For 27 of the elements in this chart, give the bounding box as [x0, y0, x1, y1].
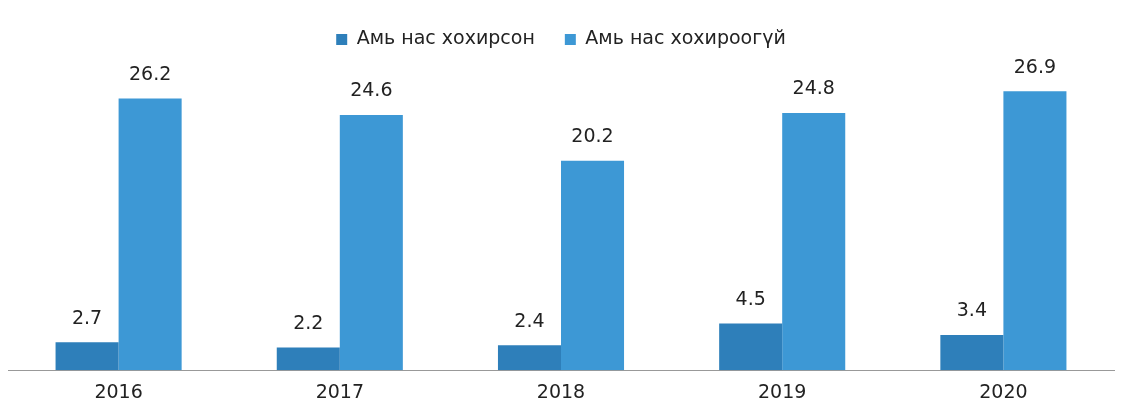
data-label: 4.5 [735, 286, 766, 309]
x-tick-label: 2020 [979, 379, 1028, 402]
x-tick-label: 2019 [758, 379, 807, 402]
x-tick-label: 2016 [94, 379, 143, 402]
bar [339, 115, 403, 371]
data-label: 26.9 [1013, 54, 1057, 77]
bar [118, 98, 182, 371]
bar [940, 334, 1004, 371]
bar [55, 342, 119, 371]
bar [497, 345, 561, 371]
legend-label: Амь нас хохирсон [356, 26, 535, 49]
bar [782, 112, 846, 371]
bar [561, 160, 625, 371]
bar [276, 347, 340, 371]
x-tick-label: 2017 [315, 379, 364, 402]
x-tick-label: 2018 [536, 379, 586, 402]
legend-label: Амь нас хохироогүй [585, 26, 786, 49]
data-label: 2.2 [293, 310, 324, 333]
bar [1003, 91, 1067, 371]
data-label: 26.2 [128, 61, 172, 84]
data-label: 20.2 [571, 124, 614, 147]
data-label: 2.7 [71, 305, 103, 328]
data-label: 3.4 [956, 298, 987, 321]
bar [719, 323, 783, 371]
data-label: 2.4 [514, 308, 545, 331]
data-label: 24.8 [792, 76, 835, 99]
data-label: 24.6 [350, 78, 393, 101]
